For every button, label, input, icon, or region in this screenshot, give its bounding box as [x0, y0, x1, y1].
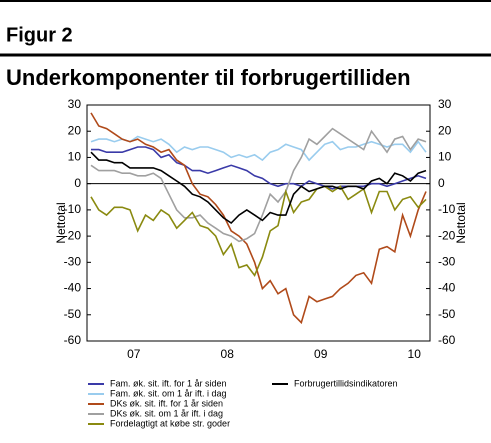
y-tick-label: -20 [64, 228, 82, 242]
x-tick-label: 08 [221, 347, 235, 361]
series-line [91, 146, 427, 190]
y-tick-label: 10 [68, 150, 82, 164]
legend-label: Forbrugertillidsindikatoren [294, 378, 398, 388]
heading: Figur 2 [6, 24, 73, 46]
x-tick-label: 07 [127, 347, 141, 361]
y2-tick-label: -60 [438, 333, 456, 347]
x-tick-label: 09 [314, 347, 328, 361]
y2-tick-label: -40 [438, 281, 456, 295]
y2-tick-label: -50 [438, 307, 456, 321]
x-tick-label: 10 [408, 347, 422, 361]
series-line [90, 185, 427, 277]
y2-tick-label: -20 [438, 228, 456, 242]
plot-frame [86, 104, 431, 342]
y-tick-label: 30 [68, 97, 82, 111]
y2-tick-label: 30 [438, 97, 452, 111]
y2-tick-label: -30 [438, 255, 456, 269]
y2-tick-label: -10 [438, 202, 456, 216]
legend-label: DKs øk. sit. ift. for 1 år siden [110, 398, 223, 408]
series-line [90, 135, 427, 162]
series-line [90, 112, 427, 325]
legend-label: DKs øk. sit. om 1 år ift. i dag [110, 408, 223, 418]
y-tick-label: 20 [68, 123, 82, 137]
legend-label: Fam. øk. sit. ift. for 1 år siden [110, 378, 227, 388]
y2-axis-label: Nettotal [454, 202, 468, 243]
y-axis-label: Nettotal [54, 202, 68, 243]
y2-tick-label: 0 [438, 176, 445, 190]
y-tick-label: -30 [64, 255, 82, 269]
y2-tick-label: 10 [438, 150, 452, 164]
y-tick-label: -50 [64, 307, 82, 321]
y2-tick-label: 20 [438, 123, 452, 137]
y-tick-label: -60 [64, 333, 82, 347]
series-line [90, 127, 427, 243]
series-line [90, 151, 427, 225]
y-tick-label: -40 [64, 281, 82, 295]
y-tick-label: 0 [74, 176, 81, 190]
legend-label: Fam. øk. sit. om 1 år ift. i dag [110, 388, 227, 398]
legend-label: Fordelagtigt at købe str. goder [110, 418, 230, 428]
chart-title: Underkomponenter til forbrugertilliden [6, 65, 411, 90]
y-tick-label: -10 [64, 202, 82, 216]
